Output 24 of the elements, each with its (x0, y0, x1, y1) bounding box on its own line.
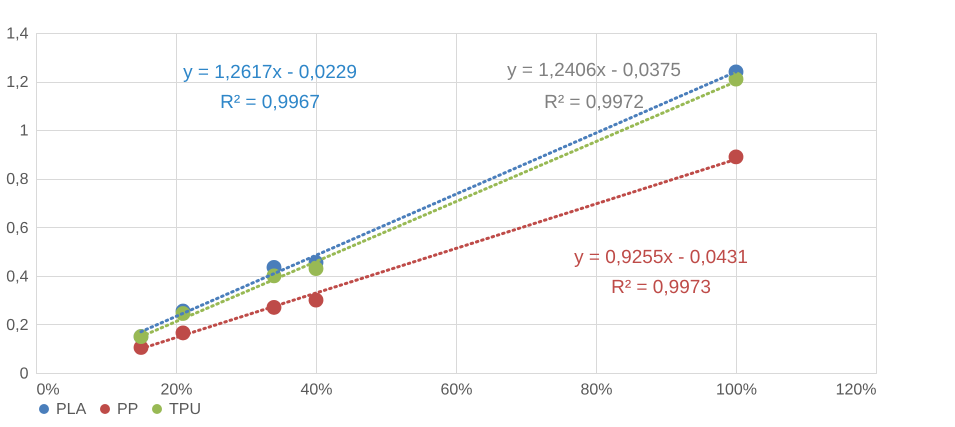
y-tick-label: 0,6 (6, 220, 29, 237)
y-tick-label: 1,4 (6, 26, 29, 42)
y-tick-label: 1,2 (6, 74, 29, 92)
annotation: R² = 0,9972 (544, 92, 644, 113)
x-tick-label: 40% (300, 382, 333, 398)
y-tick-label: 0,8 (6, 171, 29, 188)
annotation: R² = 0,9973 (611, 277, 711, 298)
y-tick-label: 0 (20, 366, 29, 382)
x-tick-label: 60% (440, 382, 473, 398)
x-tick-label: 20% (160, 382, 193, 398)
annotation: y = 1,2406x - 0,0375 (507, 60, 681, 81)
y-tick-label: 0,2 (6, 316, 29, 334)
y-tick-label: 1 (20, 122, 29, 140)
x-tick-label: 100% (716, 382, 757, 398)
x-tick-label: 120% (836, 382, 876, 398)
y-tick-label: 0,4 (6, 268, 29, 286)
x-tick-label: 0% (36, 382, 60, 398)
annotation: y = 0,9255x - 0,0431 (574, 247, 748, 268)
legend-label: PLA (56, 401, 87, 418)
x-tick-label: 80% (580, 382, 613, 398)
annotation: R² = 0,9967 (220, 92, 320, 113)
legend-label: PP (117, 401, 138, 418)
legend-label: TPU (169, 401, 201, 418)
annotation: y = 1,2617x - 0,0229 (183, 62, 357, 83)
